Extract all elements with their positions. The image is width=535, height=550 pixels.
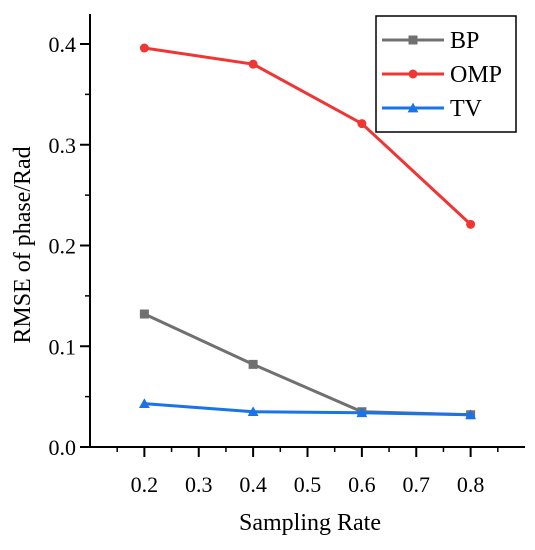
x-tick-label: 0.6 [348, 472, 376, 497]
data-point-omp [357, 119, 367, 129]
x-tick-label: 0.4 [239, 472, 267, 497]
legend-label: BP [450, 28, 479, 54]
y-tick-label: 0.0 [49, 435, 77, 460]
series-line-tv [144, 402, 471, 417]
data-point-omp [139, 43, 149, 53]
legend-box [375, 15, 517, 133]
y-axis-title: RMSE of phase/Rad [10, 146, 36, 343]
x-tick-label: 0.7 [403, 472, 431, 497]
y-tick-label: 0.4 [49, 32, 77, 57]
legend-item-omp: OMP [382, 62, 502, 88]
x-tick-label: 0.8 [457, 472, 485, 497]
data-point-tv [247, 406, 259, 417]
data-point-tv [465, 409, 477, 420]
series-layer [138, 43, 477, 420]
y-tick-label: 0.3 [49, 133, 77, 158]
y-tick-label: 0.1 [49, 334, 77, 359]
legend-marker [408, 69, 418, 79]
data-point-bp [139, 309, 149, 319]
series-bp [139, 309, 476, 420]
x-tick-label: 0.5 [294, 472, 322, 497]
legend-marker [408, 35, 418, 45]
data-point-tv [138, 398, 150, 408]
x-tick-label: 0.2 [131, 472, 159, 497]
y-axis-ticks: 0.0 0.1 0.2 0.3 0.4 [49, 32, 90, 460]
x-tick-label: 0.3 [185, 472, 213, 497]
y-tick-label: 0.2 [49, 234, 77, 259]
series-omp [139, 43, 476, 229]
legend-label: TV [450, 96, 483, 122]
x-axis-title: Sampling Rate [239, 510, 381, 536]
data-point-omp [466, 219, 476, 229]
data-point-bp [248, 359, 258, 369]
legend-item-bp: BP [382, 28, 479, 54]
x-axis-ticks: 0.2 0.3 0.4 0.5 0.6 0.7 0.8 [116, 447, 499, 497]
legend-label: OMP [450, 62, 502, 88]
legend: BP OMP TV [375, 15, 517, 133]
legend-item-tv: TV [382, 96, 483, 122]
series-line-omp [144, 46, 472, 226]
data-point-tv [356, 407, 368, 418]
legend-marker [407, 102, 419, 113]
series-tv [138, 398, 477, 420]
series-line-bp [143, 312, 471, 417]
data-point-omp [248, 59, 258, 69]
